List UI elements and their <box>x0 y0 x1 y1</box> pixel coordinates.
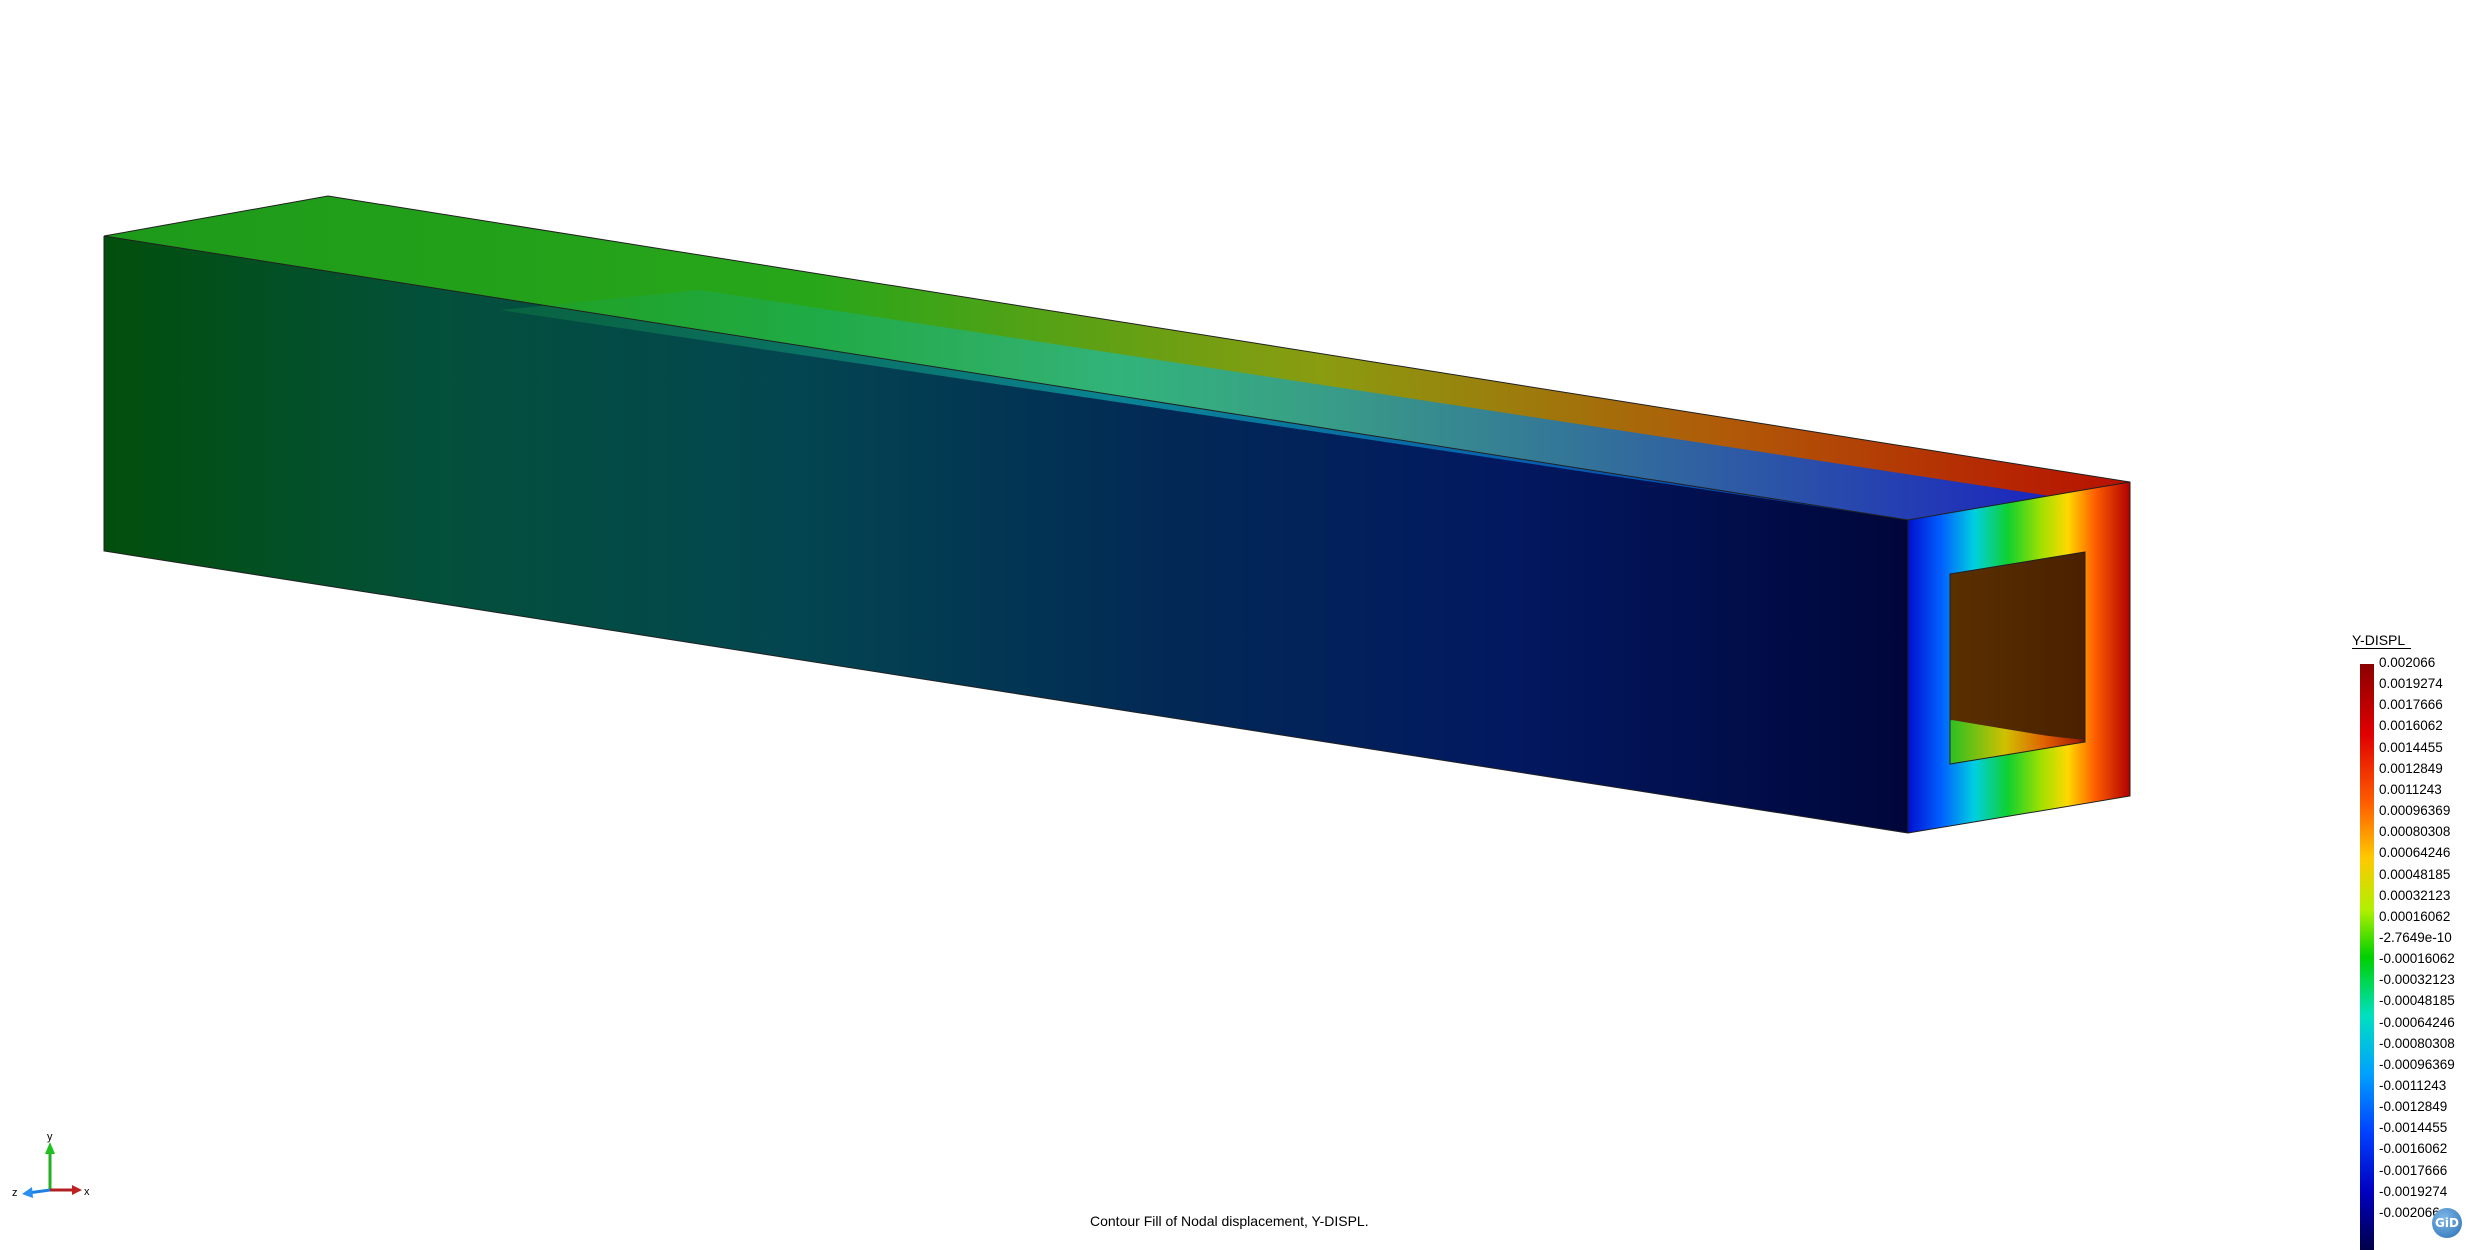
legend-title: Y-DISPL <box>2352 632 2412 649</box>
legend-value-label: 0.0017666 <box>2379 697 2443 713</box>
legend-value-label: -0.00016062 <box>2379 951 2455 967</box>
beam-edges <box>103 195 2131 834</box>
legend-value-label: -0.0011243 <box>2379 1078 2447 1093</box>
result-caption: Contour Fill of Nodal displacement, Y-DI… <box>1090 1213 1369 1229</box>
legend-value-label: 0.0012849 <box>2379 760 2443 776</box>
legend-value-label: 0.00080308 <box>2379 824 2451 840</box>
legend-value-label: -0.0012849 <box>2379 1099 2448 1115</box>
legend-value-label: -0.0017666 <box>2379 1162 2448 1178</box>
y-axis-label: y <box>47 1131 53 1143</box>
z-axis-label: z <box>12 1187 18 1199</box>
legend-value-label: -0.00080308 <box>2379 1035 2455 1051</box>
legend-value-label: 0.00016062 <box>2379 908 2451 924</box>
beam-hollow-bottom-strip <box>1952 720 2085 762</box>
legend-value-label: -0.00064246 <box>2379 1014 2455 1030</box>
x-axis-label: x <box>84 1186 90 1198</box>
y-axis-arrow <box>45 1142 55 1154</box>
beam-hollow-outline <box>1949 551 2086 765</box>
legend-value-label: 0.0019274 <box>2379 676 2443 692</box>
legend-value-label: -0.0019274 <box>2379 1183 2448 1199</box>
z-axis-arrow <box>22 1187 33 1198</box>
legend-color-bar <box>2360 664 2374 1250</box>
legend-value-label: -0.00032123 <box>2379 972 2455 988</box>
legend-value-label: -2.7649e-10 <box>2379 929 2452 945</box>
legend-value-label: 0.002066 <box>2379 655 2436 670</box>
legend-value-label: -0.002066 <box>2379 1204 2440 1220</box>
axes-triad: y x z <box>12 1131 90 1199</box>
legend-value-label: 0.00048185 <box>2379 866 2451 882</box>
legend-value-label: 0.0011243 <box>2379 781 2442 797</box>
legend-value-label: -0.0016062 <box>2379 1141 2448 1157</box>
beam-hollow-inner <box>1950 552 2085 764</box>
beam-side-face <box>104 236 1908 833</box>
legend-value-label: 0.0014455 <box>2379 739 2443 755</box>
legend-value-label: -0.0014455 <box>2379 1120 2448 1136</box>
x-axis-arrow <box>72 1185 82 1195</box>
beam-top-edge-band <box>500 290 2050 520</box>
gid-logo[interactable]: GiD <box>2432 1208 2462 1238</box>
legend-value-label: -0.00096369 <box>2379 1056 2455 1072</box>
legend-value-label: -0.00048185 <box>2379 993 2455 1009</box>
legend-value-label: 0.0016062 <box>2379 718 2443 734</box>
legend-value-label: 0.00064246 <box>2379 845 2451 861</box>
legend-value-label: 0.00032123 <box>2379 887 2451 903</box>
legend-value-label: 0.00096369 <box>2379 803 2451 819</box>
